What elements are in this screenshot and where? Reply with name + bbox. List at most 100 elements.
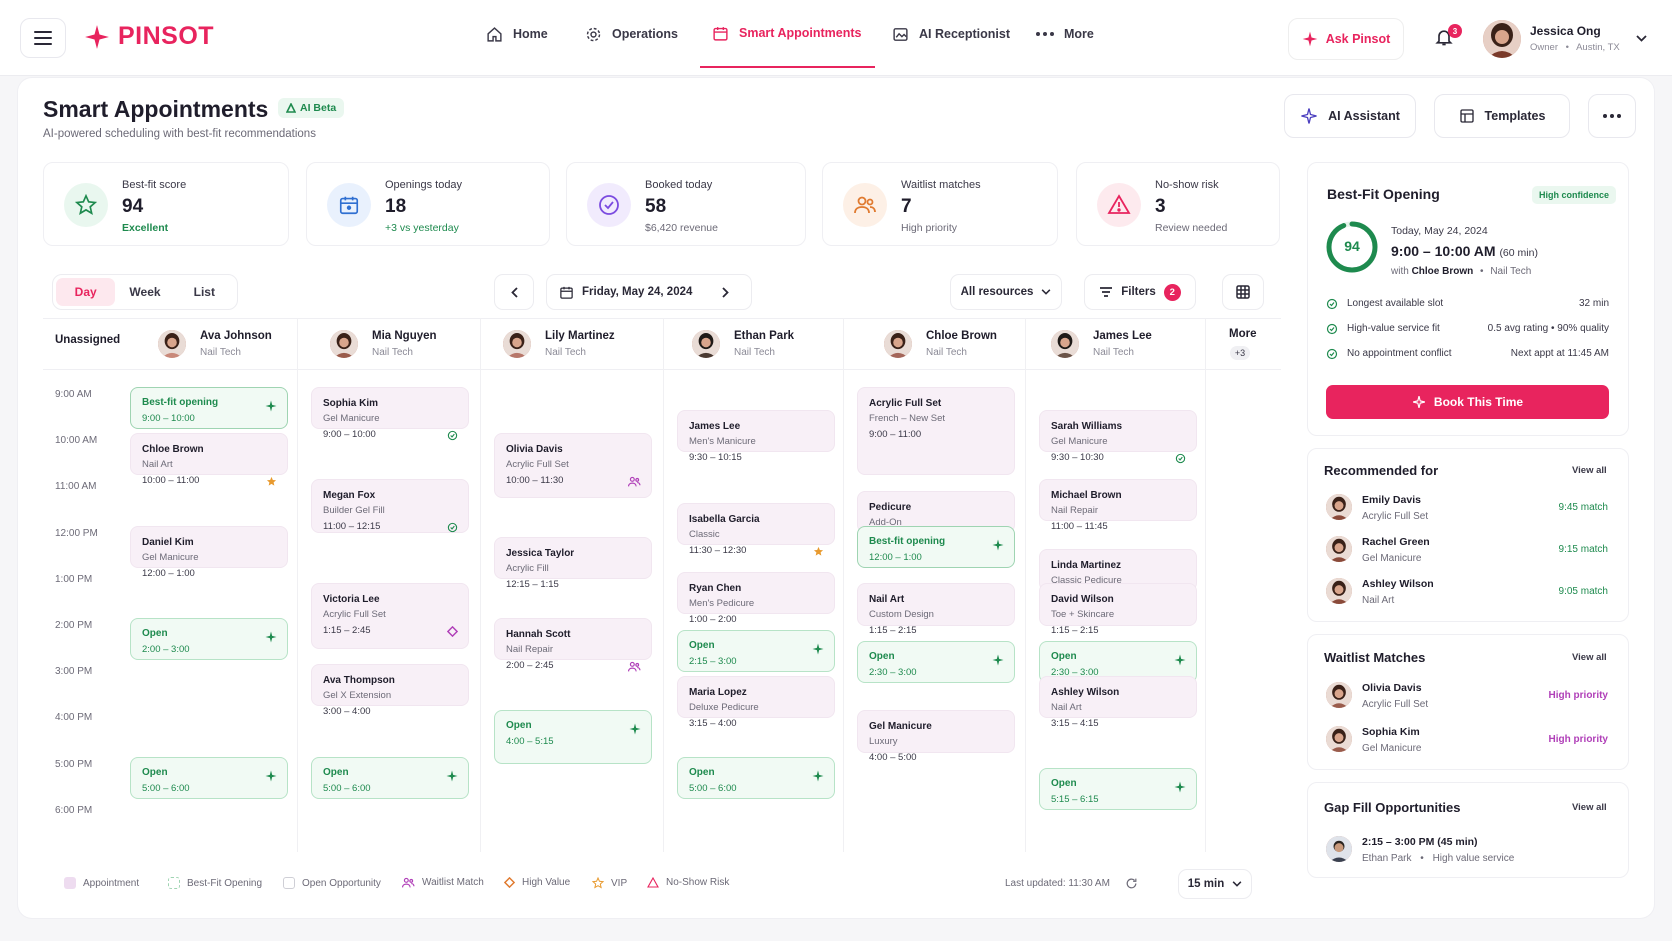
appointment-client: Olivia Davis bbox=[506, 444, 563, 456]
appointment-card[interactable]: Chloe Brown Nail Art 10:00 – 11:00 bbox=[130, 433, 288, 486]
open-slot-card[interactable]: Open 4:00 – 5:15 bbox=[494, 710, 652, 765]
image-icon bbox=[893, 27, 908, 41]
appointment-card[interactable]: Gel Manicure Luxury 4:00 – 5:00 bbox=[857, 710, 1015, 763]
more-options-button[interactable] bbox=[1588, 94, 1636, 138]
chevron-down-icon[interactable] bbox=[1636, 35, 1647, 42]
add-sparkle-icon[interactable] bbox=[265, 631, 277, 643]
best-fit-opening-card[interactable]: Best-fit opening 9:00 – 10:00 bbox=[130, 387, 288, 430]
resources-dropdown[interactable]: All resources bbox=[950, 274, 1062, 310]
user-avatar[interactable] bbox=[1483, 20, 1521, 58]
appointment-service: Gel Manicure bbox=[323, 413, 380, 424]
resource-name[interactable]: Ava Johnson bbox=[200, 330, 272, 342]
date-picker[interactable]: Friday, May 24, 2024 bbox=[546, 274, 752, 310]
resource-name[interactable]: Ethan Park bbox=[734, 330, 795, 342]
add-sparkle-icon[interactable] bbox=[812, 770, 824, 782]
resource-name[interactable]: Lily Martinez bbox=[545, 330, 615, 342]
appointment-card[interactable]: Ava Thompson Gel X Extension 3:00 – 4:00 bbox=[311, 664, 469, 717]
nav-more[interactable]: More bbox=[1036, 0, 1094, 68]
view-list-tab[interactable]: List bbox=[193, 285, 215, 299]
nav-operations-label: Operations bbox=[612, 27, 678, 41]
nav-home[interactable]: Home bbox=[486, 0, 548, 68]
add-sparkle-icon[interactable] bbox=[992, 539, 1004, 551]
notifications-button[interactable] bbox=[1434, 26, 1454, 48]
waitlist-name[interactable]: Olivia Davis bbox=[1362, 682, 1422, 694]
appointment-card[interactable]: Hannah Scott Nail Repair 2:00 – 2:45 bbox=[494, 618, 652, 672]
nav-ai-receptionist[interactable]: AI Receptionist bbox=[892, 0, 1010, 68]
stat-label: Openings today bbox=[385, 179, 463, 191]
add-sparkle-icon[interactable] bbox=[265, 400, 277, 412]
recommended-name[interactable]: Rachel Green bbox=[1362, 536, 1430, 548]
appointment-card[interactable]: Sarah Williams Gel Manicure 9:30 – 10:30 bbox=[1039, 410, 1197, 464]
menu-button[interactable] bbox=[20, 18, 66, 58]
open-slot-card[interactable]: Open 5:00 – 6:00 bbox=[130, 756, 288, 799]
view-week-tab[interactable]: Week bbox=[129, 285, 161, 299]
recommended-name[interactable]: Emily Davis bbox=[1362, 494, 1421, 506]
interval-dropdown[interactable]: 15 min bbox=[1178, 869, 1252, 899]
appointment-card[interactable]: Jessica Taylor Acrylic Fill 12:15 – 1:15 bbox=[494, 537, 652, 590]
last-updated: Last updated: 11:30 AM bbox=[1005, 877, 1138, 890]
recommended-view-all[interactable]: View all bbox=[1572, 465, 1607, 476]
appointment-card[interactable]: Daniel Kim Gel Manicure 12:00 – 1:00 bbox=[130, 525, 288, 579]
ask-pinsot-button[interactable]: Ask Pinsot bbox=[1288, 18, 1404, 60]
appointment-service: Nail Repair bbox=[506, 644, 553, 655]
best-fit-tech: Chloe Brown bbox=[1411, 266, 1474, 277]
open-slot-card[interactable]: Open 5:00 – 6:00 bbox=[311, 756, 469, 799]
top-bar: PINSOT Home Operations Smart Appointment… bbox=[0, 0, 1672, 76]
appointment-card[interactable]: Michael Brown Nail Repair 11:00 – 11:45 bbox=[1039, 479, 1197, 532]
open-slot-card[interactable]: Open 5:15 – 6:15 bbox=[1039, 768, 1197, 811]
refresh-icon[interactable] bbox=[1125, 877, 1138, 890]
appointment-card[interactable]: Nail Art Custom Design 1:15 – 2:15 bbox=[857, 583, 1015, 636]
appointment-card[interactable]: Sophia Kim Gel Manicure 9:00 – 10:00 bbox=[311, 387, 469, 441]
legend-label: High Value bbox=[522, 877, 571, 888]
gap-fill-slot[interactable]: 2:15 – 3:00 PM (45 min) bbox=[1362, 836, 1478, 848]
appointment-card[interactable]: Maria Lopez Deluxe Pedicure 3:15 – 4:00 bbox=[677, 675, 835, 729]
add-sparkle-icon[interactable] bbox=[992, 654, 1004, 666]
add-sparkle-icon[interactable] bbox=[446, 770, 458, 782]
triangle-icon bbox=[286, 103, 296, 113]
resource-name[interactable]: Mia Nguyen bbox=[372, 330, 437, 342]
book-this-time-button[interactable]: Book This Time bbox=[1326, 385, 1609, 419]
more-resources-count[interactable]: +3 bbox=[1230, 346, 1250, 360]
filters-button[interactable]: Filters 2 bbox=[1084, 274, 1196, 310]
appointment-card[interactable]: David Wilson Toe + Skincare 1:15 – 2:15 bbox=[1039, 583, 1197, 636]
add-sparkle-icon[interactable] bbox=[1174, 781, 1186, 793]
waitlist-name[interactable]: Sophia Kim bbox=[1362, 726, 1420, 738]
appointment-card[interactable]: Olivia Davis Acrylic Full Set 10:00 – 11:3… bbox=[494, 433, 652, 499]
appointment-time: 1:00 – 2:00 bbox=[689, 613, 737, 625]
appointment-client: Acrylic Full Set bbox=[869, 398, 942, 409]
resource-name[interactable]: James Lee bbox=[1093, 330, 1152, 342]
open-slot-card[interactable]: Open 2:15 – 3:00 bbox=[677, 629, 835, 672]
grid-view-button[interactable] bbox=[1222, 274, 1264, 310]
best-fit-opening-card[interactable]: Best-fit opening 12:00 – 1:00 bbox=[857, 525, 1015, 568]
add-sparkle-icon[interactable] bbox=[1174, 654, 1186, 666]
appointment-card[interactable]: Ashley Wilson Nail Art 3:15 – 4:15 bbox=[1039, 675, 1197, 729]
appointment-card[interactable]: Ryan Chen Men's Pedicure 1:00 – 2:00 bbox=[677, 571, 835, 625]
add-sparkle-icon[interactable] bbox=[812, 643, 824, 655]
gear-icon bbox=[586, 27, 601, 41]
add-sparkle-icon[interactable] bbox=[629, 723, 641, 735]
open-slot-card[interactable]: Open 2:00 – 3:00 bbox=[130, 618, 288, 661]
ai-assistant-button[interactable]: AI Assistant bbox=[1284, 94, 1416, 138]
add-sparkle-icon[interactable] bbox=[265, 770, 277, 782]
slot-label: Open bbox=[506, 720, 532, 732]
recommended-name[interactable]: Ashley Wilson bbox=[1362, 578, 1434, 590]
appointment-card[interactable]: Megan Fox Builder Gel Fill 11:00 – 12:15 bbox=[311, 479, 469, 534]
nav-operations[interactable]: Operations bbox=[585, 0, 678, 68]
view-day-tab[interactable]: Day bbox=[56, 278, 116, 306]
appointment-card[interactable]: Acrylic Full Set French – New Set 9:00 – 1… bbox=[857, 387, 1015, 476]
waitlist-view-all[interactable]: View all bbox=[1572, 652, 1607, 663]
gap-fill-view-all[interactable]: View all bbox=[1572, 802, 1607, 813]
appointment-time: 9:30 – 10:15 bbox=[689, 452, 742, 464]
appointment-card[interactable]: Isabella Garcia Classic 11:30 – 12:30 bbox=[677, 502, 835, 556]
more-resources-label[interactable]: More bbox=[1229, 328, 1257, 340]
prev-day-button[interactable] bbox=[494, 274, 534, 310]
open-slot-card[interactable]: Open 2:30 – 3:00 bbox=[857, 641, 1015, 684]
logo[interactable]: PINSOT bbox=[84, 22, 214, 51]
open-slot-card[interactable]: Open 5:00 – 6:00 bbox=[677, 756, 835, 799]
resource-name[interactable]: Chloe Brown bbox=[926, 330, 997, 342]
chevron-right-icon[interactable] bbox=[722, 286, 730, 298]
nav-smart-appointments[interactable]: Smart Appointments bbox=[700, 0, 876, 68]
appointment-card[interactable]: James Lee Men's Manicure 9:30 – 10:15 bbox=[677, 410, 835, 463]
appointment-card[interactable]: Victoria Lee Acrylic Full Set 1:15 – 2:45 bbox=[311, 583, 469, 649]
templates-button[interactable]: Templates bbox=[1434, 94, 1570, 138]
